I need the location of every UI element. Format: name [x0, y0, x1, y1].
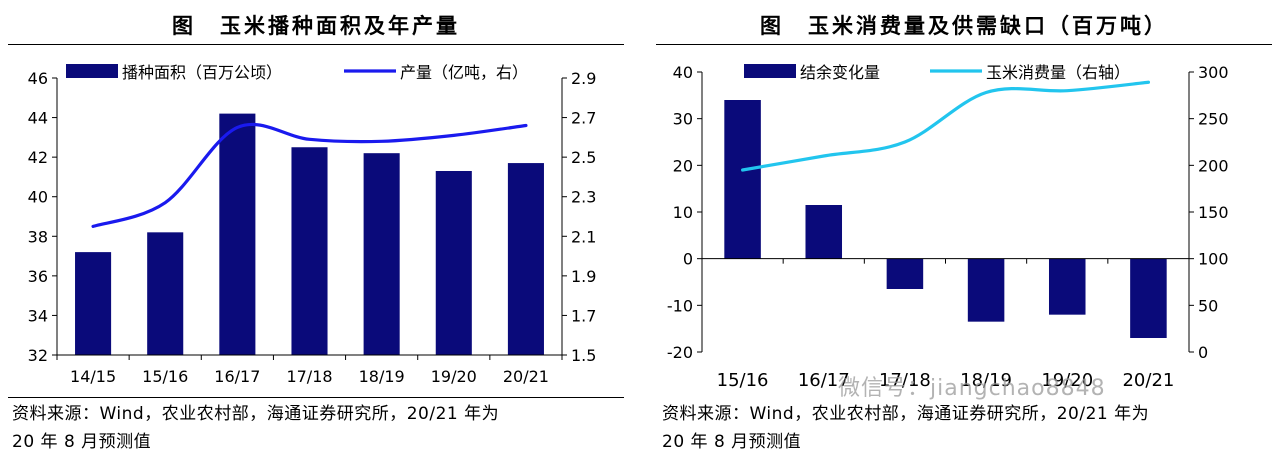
source-line-1: 资料来源：Wind，农业农村部，海通证券研究所，20/21 年为: [662, 404, 1150, 424]
x-tick-label: 17/18: [879, 370, 931, 391]
tick-label-right: 250: [1198, 110, 1229, 129]
tick-label-left: 32: [28, 346, 48, 365]
bar: [147, 232, 184, 355]
x-tick-label: 16/17: [798, 370, 850, 391]
tick-label-left: 36: [28, 267, 48, 286]
bar: [1048, 258, 1086, 315]
x-tick-label: 19/20: [431, 367, 477, 386]
x-tick-label: 18/19: [359, 367, 405, 386]
bar: [291, 147, 328, 355]
tick-label-left: 34: [28, 306, 48, 325]
line-series: [740, 80, 1151, 172]
tick-label-right: 200: [1198, 156, 1229, 175]
chart-title-left: 图 玉米播种面积及年产量: [172, 14, 460, 38]
tick-label-right: 0: [1198, 343, 1208, 362]
tick-label-right: 50: [1198, 296, 1218, 315]
source-rule-left: [8, 397, 624, 398]
legend-bar-label: 结余变化量: [800, 63, 880, 82]
tick-label-right: 2.1: [571, 227, 596, 246]
tick-label-left: 46: [28, 69, 48, 88]
chart-panel-right: 图 玉米消费量及供需缺口（百万吨） -20 -10 0 10 20 30 40 0 50 100 1…: [648, 0, 1280, 459]
bar: [1130, 258, 1167, 338]
bar: [219, 113, 256, 355]
tick-label-left: 10: [673, 203, 693, 222]
tick-label-right: 2.9: [571, 69, 596, 88]
chart-panel-left: 图 玉米播种面积及年产量 32 34 36 38 40 42 44 46 1.5 1.7 1.9 2.…: [0, 0, 632, 459]
x-tick-label: 18/19: [960, 370, 1012, 391]
tick-label-left: 44: [28, 109, 48, 128]
source-line-2: 20 年 8 月预测值: [12, 432, 152, 452]
x-tick-label: 20/21: [1122, 370, 1174, 391]
tick-label-left: -10: [667, 296, 693, 315]
tick-label-right: 2.5: [571, 148, 596, 167]
x-tick-label: 16/17: [214, 367, 260, 386]
tick-label-left: 40: [28, 188, 48, 207]
source-line-2: 20 年 8 月预测值: [662, 432, 802, 452]
legend-bar-label: 播种面积（百万公顷）: [122, 63, 282, 82]
bar: [507, 163, 544, 355]
bar: [363, 153, 400, 355]
bar: [805, 205, 843, 259]
x-tick-label: 14/15: [70, 367, 116, 386]
tick-label-right: 2.3: [571, 188, 596, 207]
title-rule-right: [656, 44, 1272, 45]
bar: [967, 258, 1005, 322]
x-tick-label: 20/21: [503, 367, 549, 386]
chart-left: 32 34 36 38 40 42 44 46 1.5 1.7 1.9 2.1 2.3 2.5 2.7 2.9…: [28, 63, 597, 386]
watermark-text: 微信号：jiangchao8848: [838, 376, 1106, 401]
x-tick-label: 15/16: [142, 367, 188, 386]
x-tick-label: 15/16: [717, 370, 769, 391]
bar: [75, 252, 112, 355]
tick-label-left: 38: [28, 227, 48, 246]
tick-label-left: 30: [673, 110, 693, 129]
source-line-1: 资料来源：Wind，农业农村部，海通证券研究所，20/21 年为: [12, 404, 500, 424]
bar: [886, 258, 924, 289]
tick-label-left: 0: [683, 250, 693, 269]
legend-bar-swatch: [744, 64, 796, 78]
legend-bar-swatch: [66, 64, 118, 78]
source-note-left: 资料来源：Wind，农业农村部，海通证券研究所，20/21 年为 20 年 8 …: [12, 400, 499, 456]
tick-label-left: 42: [28, 148, 48, 167]
bar: [724, 100, 761, 259]
title-rule-left: [8, 44, 624, 45]
bar: [435, 170, 472, 355]
tick-label-right: 150: [1198, 203, 1229, 222]
chart-title-right: 图 玉米消费量及供需缺口（百万吨）: [760, 14, 1168, 38]
line-series: [91, 122, 528, 228]
tick-label-right: 1.7: [571, 306, 596, 325]
legend-line-label: 玉米消费量（右轴）: [986, 63, 1130, 82]
tick-label-left: 20: [673, 156, 693, 175]
tick-label-right: 2.7: [571, 109, 596, 128]
chart-right: -20 -10 0 10 20 30 40 0 50 100 150 200 250 300 15/16 16…: [667, 63, 1229, 391]
x-tick-label: 17/18: [286, 367, 332, 386]
tick-label-right: 300: [1198, 63, 1229, 82]
tick-label-right: 100: [1198, 250, 1229, 269]
source-note-right: 资料来源：Wind，农业农村部，海通证券研究所，20/21 年为 20 年 8 …: [662, 400, 1149, 456]
legend-line-label: 产量（亿吨，右）: [400, 63, 528, 82]
tick-label-right: 1.9: [571, 267, 596, 286]
x-tick-label: 19/20: [1041, 370, 1093, 391]
tick-label-right: 1.5: [571, 346, 596, 365]
tick-label-left: 40: [673, 63, 693, 82]
tick-label-left: -20: [667, 343, 693, 362]
